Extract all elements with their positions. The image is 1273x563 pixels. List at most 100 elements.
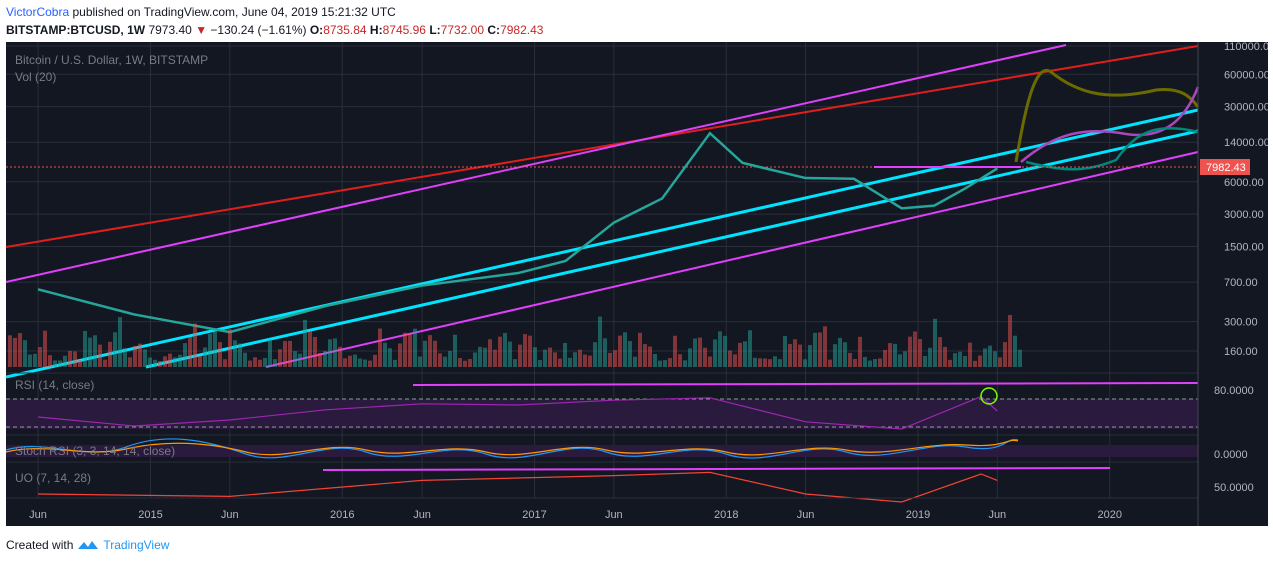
volume-bar (203, 347, 207, 367)
volume-bar (213, 331, 217, 367)
tradingview-link[interactable]: TradingView (103, 538, 170, 552)
time-axis[interactable]: Jun 2015 Jun 2016 Jun 2017 Jun 2018 Jun 2019 Jun 20… (29, 509, 1122, 521)
volume-bar (763, 358, 767, 367)
volume-bar (538, 360, 542, 367)
volume-bar (593, 342, 597, 367)
volume-bar (753, 357, 757, 367)
volume-bar (728, 350, 732, 367)
volume-bar (438, 353, 442, 367)
volume-bar (748, 330, 752, 367)
footer: Created with TradingView (6, 538, 169, 552)
volume-bar (373, 354, 377, 367)
volume-bar (63, 355, 67, 367)
volume-bar (113, 332, 117, 367)
time-tick-label: Jun (605, 509, 623, 521)
price-tick-label: 1500.00 (1224, 242, 1264, 254)
volume-bar (43, 330, 47, 367)
volume-bar (583, 354, 587, 367)
volume-bar (833, 344, 837, 367)
volume-bar (563, 342, 567, 367)
change-arrow-icon: ▼ (195, 23, 208, 37)
price-tick-label: 700.00 (1224, 277, 1258, 289)
volume-bar (898, 354, 902, 367)
volume-bar (253, 357, 257, 367)
volume-bar (223, 359, 227, 367)
volume-bar (918, 339, 922, 367)
volume-bars (8, 315, 1022, 367)
volume-bar (773, 356, 777, 367)
volume-bar (603, 338, 607, 367)
volume-bar (1018, 349, 1022, 367)
volume-bar (38, 347, 42, 367)
volume-bar (703, 347, 707, 367)
volume-bar (118, 317, 122, 367)
volume-bar (793, 339, 797, 367)
time-tick-label: 2016 (330, 509, 354, 521)
volume-bar (393, 359, 397, 367)
volume-bar (283, 341, 287, 367)
volume-bar (103, 359, 107, 367)
volume-bar (173, 357, 177, 367)
volume-bar (28, 354, 32, 367)
created-with-text: Created with (6, 538, 74, 552)
chart-svg[interactable]: Bitcoin / U.S. Dollar, 1W, BITSTAMP Vol … (5, 41, 1273, 526)
volume-bar (638, 332, 642, 367)
volume-bar (458, 357, 462, 367)
volume-bar (163, 356, 167, 367)
volume-bar (68, 350, 72, 367)
volume-bar (758, 358, 762, 367)
volume-bar (128, 357, 132, 367)
close-label: C: (487, 23, 501, 37)
volume-bar (363, 359, 367, 367)
volume-bar (623, 332, 627, 367)
chart-canvas[interactable]: Bitcoin / U.S. Dollar, 1W, BITSTAMP Vol … (5, 41, 1273, 526)
price-tick-label: 30000.00 (1224, 102, 1268, 114)
volume-bar (73, 351, 77, 367)
volume-bar (413, 328, 417, 367)
grid (6, 42, 1198, 498)
volume-bar (953, 353, 957, 367)
stoch-label: Stoch RSI (3, 3, 14, 14, close) (15, 444, 175, 458)
volume-bar (268, 339, 272, 367)
volume-bar (838, 337, 842, 367)
volume-bar (498, 336, 502, 367)
volume-bar (228, 329, 232, 367)
volume-bar (858, 336, 862, 367)
volume-bar (388, 348, 392, 367)
time-tick-label: 2018 (714, 509, 738, 521)
channel-cyan-lower (145, 129, 1199, 369)
volume-bar (648, 346, 652, 367)
volume-bar (943, 346, 947, 367)
projection-olive (1014, 69, 1200, 163)
volume-bar (958, 351, 962, 367)
volume-bar (58, 360, 62, 367)
volume-bar (558, 358, 562, 367)
volume-bar (813, 332, 817, 367)
price-axis[interactable]: 110000.00 60000.00 30000.00 14000.00 6000.00… (1214, 41, 1273, 494)
price-series (37, 131, 998, 334)
volume-bar (738, 342, 742, 367)
change-value: −130.24 (−1.61%) (210, 23, 307, 37)
tradingview-logo-icon (78, 541, 99, 549)
volume-bar (328, 339, 332, 367)
last-price: 7973.40 (148, 23, 192, 37)
time-tick-label: 2019 (906, 509, 930, 521)
low-value: 7732.00 (440, 23, 485, 37)
author-link[interactable]: VictorCobra (6, 5, 70, 19)
volume-bar (298, 353, 302, 367)
volume-bar (928, 347, 932, 367)
volume-bar (243, 352, 247, 367)
time-tick-label: 2017 (522, 509, 546, 521)
volume-bar (208, 333, 212, 367)
price-tick-label: 14000.00 (1224, 137, 1268, 149)
volume-bar (423, 340, 427, 367)
volume-bar (713, 339, 717, 367)
volume-bar (378, 328, 382, 367)
projection-teal (1025, 127, 1199, 171)
channel-lower-magenta (265, 151, 1199, 368)
volume-bar (168, 353, 172, 367)
volume-bar (383, 342, 387, 367)
volume-bar (873, 359, 877, 367)
open-value: 8735.84 (323, 23, 367, 37)
time-tick-label: Jun (221, 509, 239, 521)
